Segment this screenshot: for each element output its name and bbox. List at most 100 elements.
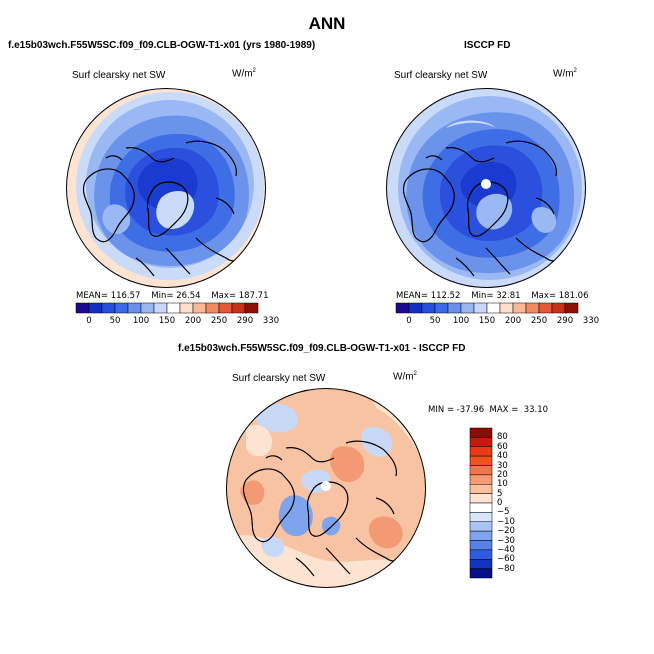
right-variable-label: Surf clearsky net SW <box>394 70 488 81</box>
left-min-label: Min= <box>151 291 174 301</box>
colorbar-swatch <box>499 302 514 314</box>
colorbar-swatch <box>460 302 475 314</box>
diff-units-text: W/m <box>393 371 414 383</box>
colorbar-swatch <box>153 302 168 314</box>
colorbar-swatch <box>231 302 246 314</box>
colorbar-swatch <box>395 302 410 314</box>
colorbar-swatch <box>538 302 553 314</box>
left-colorbar-ticks: 0 50 100 150 200 250 290 330 <box>76 316 279 328</box>
right-polar-map <box>386 88 586 288</box>
diff-colorbar <box>469 427 493 579</box>
colorbar-tick-label: 150 <box>478 316 496 326</box>
diff-polar-map <box>226 388 426 588</box>
diff-colorbar-swatch <box>469 530 493 541</box>
colorbar-swatch <box>88 302 103 314</box>
diff-colorbar-label: 30 <box>497 460 508 471</box>
colorbar-swatch <box>551 302 566 314</box>
colorbar-swatch <box>127 302 142 314</box>
left-units-label: W/m2 <box>232 68 256 79</box>
colorbar-swatch <box>101 302 116 314</box>
diff-colorbar-label: −80 <box>497 563 515 574</box>
colorbar-tick-label: 290 <box>236 316 254 326</box>
diff-variable-label: Surf clearsky net SW <box>232 373 326 384</box>
diff-colorbar-swatch <box>469 493 493 504</box>
colorbar-swatch <box>166 302 181 314</box>
left-max-label: Max= <box>211 291 237 301</box>
right-stats: MEAN= 112.52 Min= 32.81 Max= 181.06 <box>396 291 589 301</box>
right-panel-title: ISCCP FD <box>464 40 511 51</box>
colorbar-tick-label: 150 <box>158 316 176 326</box>
left-mean-label: MEAN= <box>76 291 108 301</box>
diff-units-sup: 2 <box>413 371 417 377</box>
right-min-label: Min= <box>471 291 494 301</box>
diff-colorbar-label: −60 <box>497 554 515 565</box>
colorbar-swatch <box>421 302 436 314</box>
diff-colorbar-label: −30 <box>497 535 515 546</box>
diff-colorbar-label: 0 <box>497 498 503 508</box>
diff-colorbar-swatch <box>469 540 493 551</box>
colorbar-tick-label: 0 <box>86 316 92 326</box>
right-mean-value: 112.52 <box>430 291 461 301</box>
left-units-text: W/m <box>232 68 253 80</box>
right-colorbar-ticks: 0 50 100 150 200 250 290 330 <box>396 316 599 328</box>
colorbar-tick-label: 250 <box>210 316 228 326</box>
diff-minmax: MIN = -37.96 MAX = 33.10 <box>428 405 549 415</box>
colorbar-swatch <box>179 302 194 314</box>
colorbar-swatch <box>75 302 90 314</box>
diff-colorbar-swatch <box>469 455 493 466</box>
colorbar-swatch <box>447 302 462 314</box>
colorbar-tick-label: 200 <box>504 316 522 326</box>
right-min-value: 32.81 <box>496 291 521 301</box>
left-polar-map <box>66 88 266 288</box>
left-colorbar <box>75 302 259 314</box>
diff-colorbar-swatch <box>469 427 493 438</box>
diff-colorbar-swatch <box>469 512 493 522</box>
right-units-text: W/m <box>553 68 574 80</box>
left-mean-value: 116.57 <box>110 291 141 301</box>
colorbar-swatch <box>192 302 207 314</box>
colorbar-tick-label: 0 <box>406 316 412 326</box>
colorbar-tick-label: 330 <box>262 316 280 326</box>
colorbar-swatch <box>434 302 449 314</box>
diff-colorbar-label: 10 <box>497 479 508 490</box>
right-units-label: W/m2 <box>553 68 577 79</box>
colorbar-swatch <box>114 302 129 314</box>
right-mean-label: MEAN= <box>396 291 428 301</box>
diff-colorbar-label: −40 <box>497 544 515 555</box>
colorbar-swatch <box>205 302 220 314</box>
colorbar-swatch <box>140 302 155 314</box>
left-max-value: 187.71 <box>238 291 269 301</box>
diff-colorbar-label: −5 <box>497 507 510 518</box>
colorbar-swatch <box>512 302 527 314</box>
colorbar-tick-label: 100 <box>452 316 470 326</box>
page-title: ANN <box>308 14 346 33</box>
diff-colorbar-label: 5 <box>497 488 503 499</box>
colorbar-swatch <box>486 302 501 314</box>
right-max-label: Max= <box>531 291 557 301</box>
colorbar-swatch <box>525 302 540 314</box>
left-units-sup: 2 <box>252 68 256 74</box>
diff-colorbar-swatch <box>469 437 493 447</box>
diff-colorbar-swatch <box>469 568 493 579</box>
diff-colorbar-swatch <box>469 521 493 532</box>
colorbar-swatch <box>564 302 579 314</box>
left-variable-label: Surf clearsky net SW <box>72 70 166 81</box>
colorbar-tick-label: 330 <box>582 316 600 326</box>
diff-colorbar-swatch <box>469 549 493 560</box>
diff-colorbar-swatch <box>469 465 493 476</box>
right-colorbar <box>395 302 579 314</box>
left-stats: MEAN= 116.57 Min= 26.54 Max= 187.71 <box>76 291 269 301</box>
diff-colorbar-label: 20 <box>497 469 508 480</box>
left-panel-title: f.e15b03wch.F55W5SC.f09_f09.CLB-OGW-T1-x… <box>8 40 316 51</box>
diff-units-label: W/m2 <box>393 371 417 382</box>
colorbar-tick-label: 50 <box>429 316 441 326</box>
colorbar-tick-label: 200 <box>184 316 202 326</box>
colorbar-tick-label: 100 <box>132 316 150 326</box>
diff-colorbar-label: −20 <box>497 526 515 537</box>
diff-colorbar-label: −10 <box>497 516 515 527</box>
colorbar-tick-label: 290 <box>556 316 574 326</box>
right-max-value: 181.06 <box>558 291 589 301</box>
right-pole-hole <box>481 179 491 189</box>
diff-pole-hole <box>321 481 331 491</box>
diff-colorbar-swatch <box>469 502 493 513</box>
